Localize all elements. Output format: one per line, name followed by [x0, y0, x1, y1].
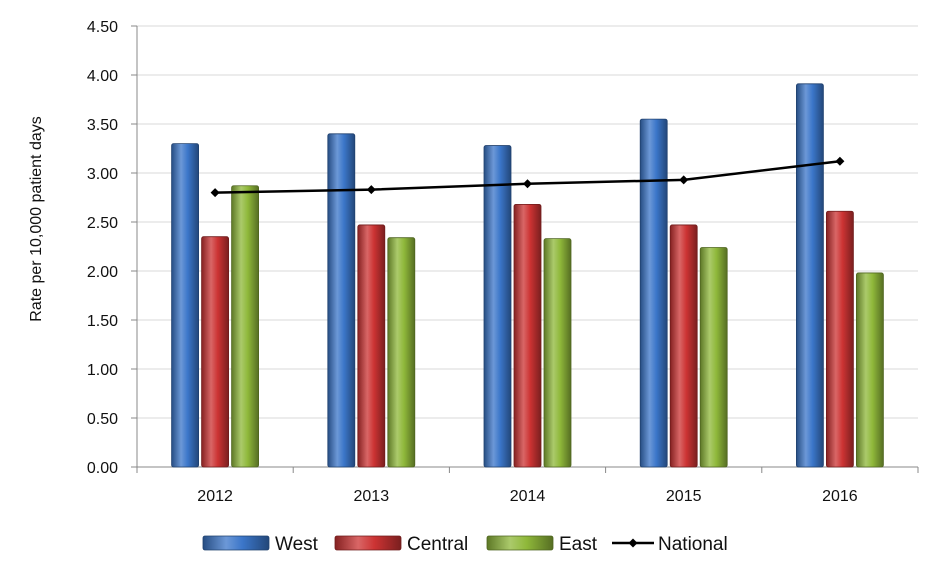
y-tick-label: 3.50 — [87, 117, 118, 134]
bar-east-2016 — [856, 272, 884, 468]
legend-marker — [628, 538, 638, 548]
y-tick-label: 0.00 — [87, 460, 118, 477]
point-national-2014 — [523, 179, 532, 189]
x-tick-label: 2016 — [822, 488, 858, 505]
bar-central-2014 — [513, 203, 542, 468]
bar-west-2016 — [796, 83, 824, 468]
point-national-2013 — [366, 185, 376, 195]
x-tick-label: 2012 — [197, 488, 233, 505]
y-tick-label: 0.50 — [87, 411, 118, 428]
y-tick-label: 4.00 — [87, 68, 118, 85]
legend-swatch — [202, 535, 270, 551]
legend-label: National — [658, 534, 728, 555]
y-tick-label: 4.50 — [87, 19, 118, 36]
bar-east-2013 — [387, 237, 416, 468]
bar-central-2013 — [357, 224, 386, 468]
y-tick-label: 3.00 — [87, 166, 118, 183]
legend-label: West — [275, 534, 319, 555]
y-tick-label: 2.50 — [87, 215, 118, 232]
bar-west-2015 — [639, 118, 668, 468]
y-tick-label: 2.00 — [87, 264, 118, 281]
bar-central-2015 — [669, 224, 698, 468]
bar-west-2014 — [483, 145, 512, 468]
point-national-2016 — [835, 156, 845, 166]
y-axis-label: Rate per 10,000 patient days — [28, 116, 45, 321]
y-tick-label: 1.50 — [87, 313, 118, 330]
legend-item-national: National — [612, 534, 728, 555]
legend-label: Central — [407, 534, 468, 555]
y-tick-label: 1.00 — [87, 362, 118, 379]
legend: West Central East National — [202, 534, 728, 555]
bar-central-2016 — [826, 210, 854, 468]
bar-east-2014 — [543, 238, 572, 468]
legend-label: East — [559, 534, 598, 555]
legend-swatch — [486, 535, 554, 551]
x-tick-labels: 2012 2013 2014 2015 2016 — [197, 488, 857, 505]
x-tick-label: 2014 — [510, 488, 546, 505]
legend-item-west: West — [202, 534, 319, 555]
legend-item-east: East — [486, 534, 598, 555]
legend-swatch — [334, 535, 402, 551]
x-tick-label: 2013 — [354, 488, 390, 505]
bar-east-2015 — [699, 247, 728, 468]
y-tick-labels: 0.00 0.50 1.00 1.50 2.00 2.50 3.00 3.50 4.00 4.50 — [87, 19, 118, 477]
bar-east-2012 — [231, 185, 260, 468]
bar-west-2012 — [171, 143, 200, 468]
bar-central-2012 — [201, 236, 230, 468]
legend-item-central: Central — [334, 534, 468, 555]
bars — [171, 83, 884, 468]
point-national-2012 — [210, 188, 220, 198]
point-national-2015 — [679, 175, 689, 185]
x-tick-label: 2015 — [666, 488, 702, 505]
national-line — [210, 156, 845, 198]
bar-west-2013 — [327, 133, 356, 468]
